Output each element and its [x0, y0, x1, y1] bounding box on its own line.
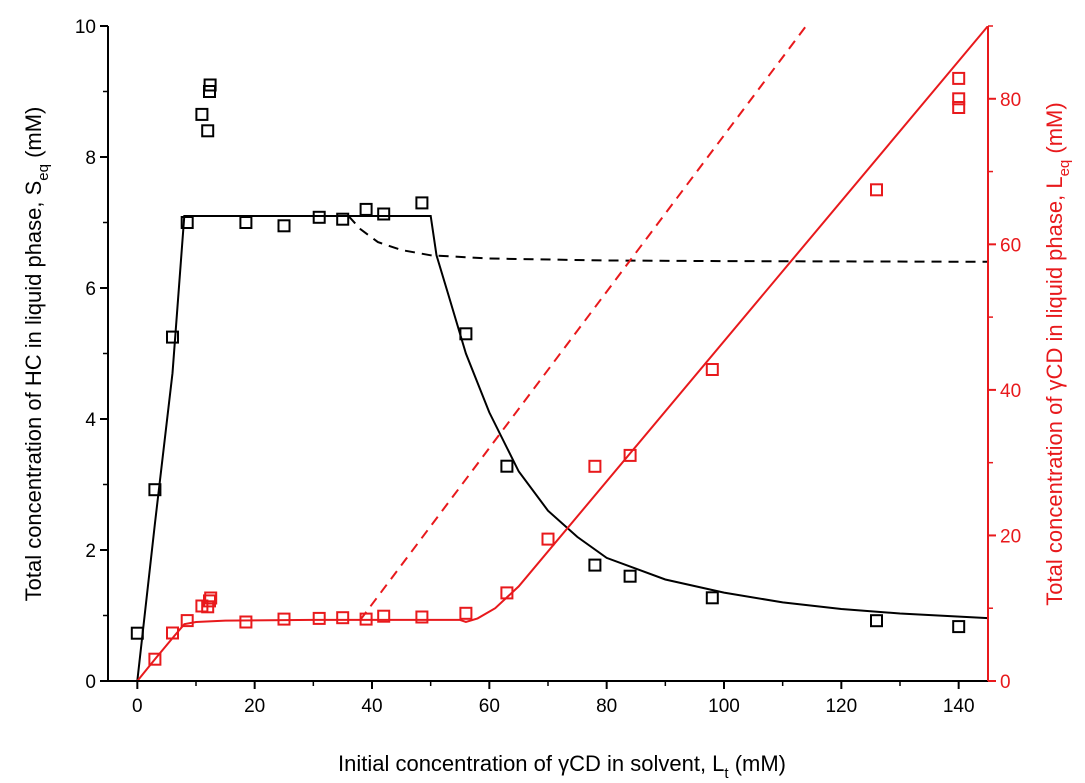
cd-data-point-1 [166, 626, 179, 640]
hc-data-point-20 [870, 614, 883, 628]
hc-data-point-15 [459, 327, 473, 341]
x-tick-label: 20 [244, 696, 265, 717]
x-axis-title: Initial concentration of γCD in solvent,… [338, 751, 786, 782]
y-left-tick-label: 2 [85, 541, 96, 562]
cd-dashed-curve [359, 26, 807, 621]
hc-data-point-16 [500, 459, 514, 473]
hc-data-point-13 [377, 207, 391, 221]
x-tick-label: 40 [361, 696, 382, 717]
y-left-tick-label: 4 [85, 410, 96, 431]
y-left-tick-label: 10 [75, 17, 96, 38]
cd-data-point-13 [415, 610, 429, 624]
y-right-tick-label: 40 [1000, 381, 1021, 402]
cd-data-point-10 [336, 611, 350, 625]
cd-data-point-18 [623, 448, 637, 462]
cd-data-point-9 [312, 611, 326, 625]
cd-data-point-15 [500, 586, 514, 600]
cd-data-point-21 [952, 101, 966, 114]
hc-data-point-1 [148, 483, 162, 497]
cd-data-point-16 [541, 532, 555, 546]
cd-fit-curve [136, 26, 988, 681]
y-right-tick-label: 60 [1000, 235, 1021, 256]
hc-data-point-18 [623, 569, 637, 583]
hc-data-point-8 [239, 216, 253, 229]
hc-data-point-17 [588, 558, 602, 572]
hc-data-point-2 [166, 330, 179, 344]
data-markers [130, 71, 966, 666]
hc-data-point-11 [336, 212, 350, 226]
hc-data-point-14 [415, 196, 429, 210]
hc-data-point-9 [277, 219, 291, 233]
cd-data-point-7 [239, 615, 253, 629]
hc-data-point-10 [312, 210, 326, 224]
hc-data-point-4 [195, 107, 209, 121]
cd-data-point-19 [705, 363, 719, 376]
y-axis-left-title: Total concentration of HC in liquid phas… [21, 107, 52, 602]
axes [100, 25, 996, 689]
hc-data-point-12 [359, 202, 373, 216]
series-lines [136, 26, 988, 681]
x-tick-label: 100 [708, 696, 740, 717]
x-tick-label: 120 [825, 696, 857, 717]
cd-data-point-11 [359, 612, 373, 626]
y-left-tick-label: 8 [85, 148, 96, 169]
cd-data-point-20 [870, 183, 883, 197]
cd-data-point-14 [459, 606, 473, 620]
y-axis-right-title: Total concentration of γCD in liquid pha… [1042, 102, 1073, 605]
x-tick-label: 140 [943, 696, 975, 717]
x-tick-label: 60 [479, 696, 500, 717]
hc-data-point-3 [180, 216, 194, 229]
x-tick-label: 80 [596, 696, 617, 717]
hc-data-point-19 [705, 591, 719, 605]
hc-fit-curve [136, 215, 988, 681]
y-left-tick-label: 0 [85, 672, 96, 693]
hc-data-point-0 [130, 626, 144, 640]
cd-data-point-22 [952, 92, 966, 106]
cd-data-point-6 [204, 591, 218, 605]
cd-data-point-12 [377, 609, 391, 623]
y-right-tick-label: 0 [1000, 672, 1011, 693]
cd-data-point-5 [203, 594, 216, 608]
hc-data-point-21 [952, 620, 966, 634]
hc-data-point-7 [203, 78, 217, 92]
cd-data-point-17 [588, 459, 602, 473]
hc-data-point-5 [201, 124, 215, 138]
y-right-tick-label: 80 [1000, 90, 1021, 111]
y-right-tick-label: 20 [1000, 526, 1021, 547]
y-left-tick-label: 6 [85, 279, 96, 300]
cd-data-point-2 [180, 614, 194, 628]
cd-data-point-23 [952, 71, 966, 85]
hc-dashed-curve [347, 215, 988, 263]
cd-data-point-8 [277, 612, 291, 626]
cd-data-point-0 [148, 652, 162, 666]
x-tick-label: 0 [132, 696, 143, 717]
